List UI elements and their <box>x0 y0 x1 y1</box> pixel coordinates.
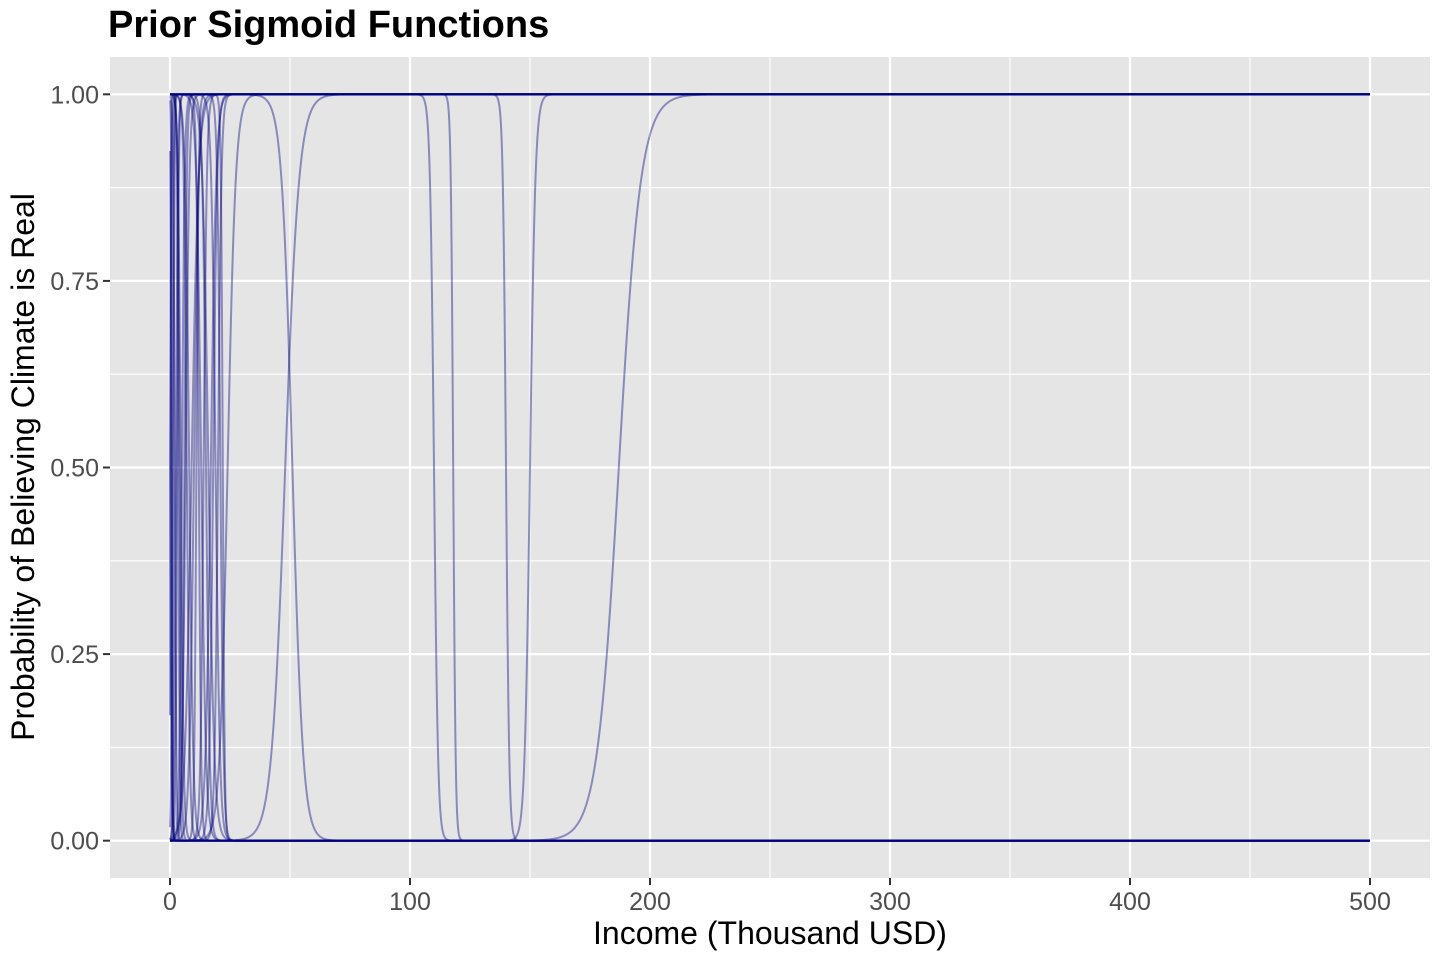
sigmoid-curve <box>169 93 1370 842</box>
sigmoid-curve <box>169 93 1370 828</box>
sigmoid-curve <box>170 93 1370 842</box>
chart-title: Prior Sigmoid Functions <box>108 4 549 46</box>
sigmoid-curve <box>170 93 1370 842</box>
sigmoid-curve <box>170 93 1370 842</box>
sigmoid-curve <box>169 467 1370 842</box>
y-tick-label: 0.25 <box>50 641 99 669</box>
sigmoid-curve <box>170 93 1370 842</box>
sigmoid-curve <box>169 93 1370 840</box>
x-tick-label: 400 <box>1109 888 1151 916</box>
sigmoid-curve <box>170 93 1370 842</box>
sigmoid-curve <box>169 93 1370 842</box>
y-axis-title: Probability of Believing Climate is Real <box>5 193 41 741</box>
sigmoid-curve <box>170 93 1370 842</box>
sigmoid-curve <box>170 93 1370 842</box>
sigmoid-curve <box>170 93 1370 842</box>
sigmoid-curve <box>169 93 1370 842</box>
sigmoid-curve <box>169 93 1370 842</box>
x-tick-label: 200 <box>629 888 671 916</box>
y-tick-label: 1.00 <box>50 81 99 109</box>
sigmoid-curve <box>169 93 1370 842</box>
x-axis-title: Income (Thousand USD) <box>593 915 947 951</box>
sigmoid-curve <box>170 93 1370 842</box>
sigmoid-curve <box>170 93 1370 842</box>
grid-major <box>110 57 1430 878</box>
sigmoid-curve <box>170 93 1370 842</box>
sigmoid-curves <box>169 93 1370 842</box>
sigmoid-curve <box>170 93 1370 842</box>
sigmoid-curve <box>169 93 1370 841</box>
sigmoid-curve <box>169 93 1370 468</box>
sigmoid-curve <box>169 93 1370 841</box>
sigmoid-curve <box>169 100 1370 842</box>
sigmoid-curve <box>170 93 1370 842</box>
y-tick-label: 0.00 <box>50 828 99 856</box>
x-tick-label: 300 <box>869 888 911 916</box>
sigmoid-curve <box>169 93 1370 842</box>
sigmoid-curve <box>170 93 1370 842</box>
sigmoid-curve <box>170 93 1370 842</box>
sigmoid-curve <box>169 93 1370 842</box>
x-tick-label: 100 <box>389 888 431 916</box>
sigmoid-curve <box>170 93 1370 842</box>
sigmoid-curve <box>170 93 1370 842</box>
sigmoid-curve <box>169 95 1370 842</box>
sigmoid-curve <box>170 93 1370 842</box>
y-tick-label: 0.75 <box>50 268 99 296</box>
y-axis-ticks: 0.00 0.25 0.50 0.75 1.00 <box>50 81 110 856</box>
x-tick-label: 500 <box>1349 888 1391 916</box>
sigmoid-curve <box>170 93 1370 842</box>
sigmoid-curve <box>170 93 1370 842</box>
sigmoid-curve <box>170 93 1370 842</box>
x-axis-ticks: 0 100 200 300 400 500 <box>163 878 1391 916</box>
x-tick-label: 0 <box>163 888 177 916</box>
sigmoid-curve <box>170 93 1370 842</box>
sigmoid-curve <box>170 93 1370 842</box>
sigmoid-curve <box>169 93 1370 716</box>
sigmoid-curve <box>169 150 1370 842</box>
y-tick-label: 0.50 <box>50 455 99 483</box>
